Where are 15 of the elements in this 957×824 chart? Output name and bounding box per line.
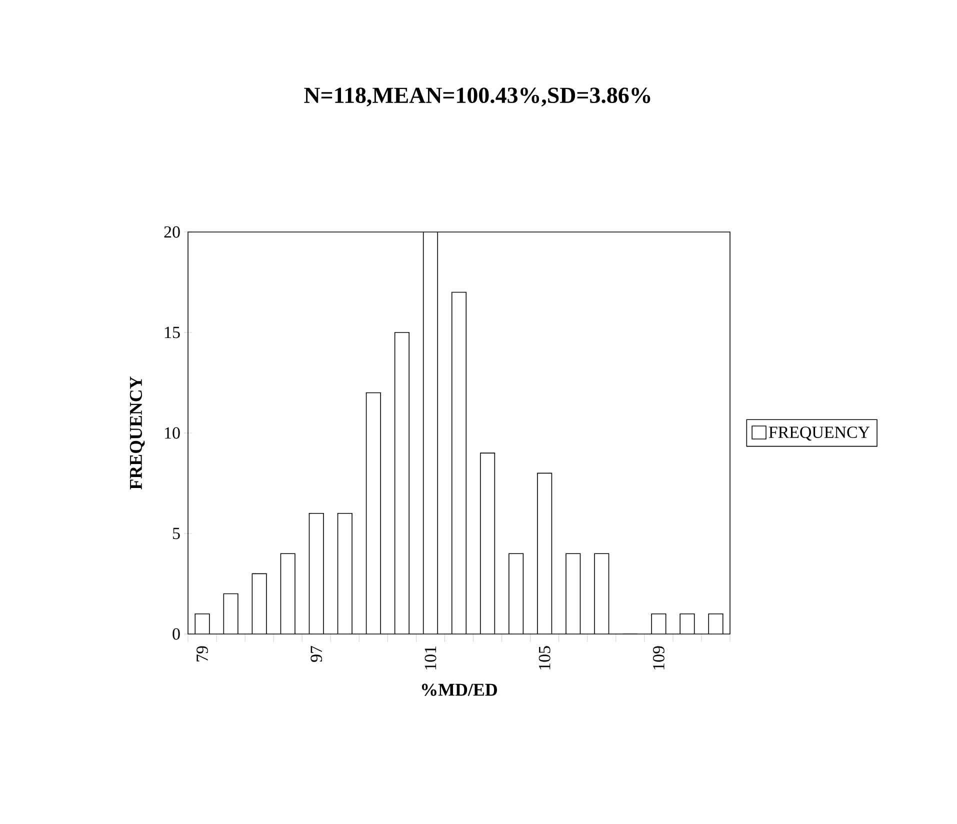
y-tick-label: 0 <box>172 628 180 640</box>
x-tick-label: 109 <box>652 646 664 670</box>
x-tick-label: 105 <box>538 646 550 670</box>
y-tick-label: 5 <box>173 528 180 540</box>
bar <box>422 232 438 634</box>
chart-title: N=118,MEAN=100.43%,SD=3.86% <box>304 88 650 106</box>
x-tick-label: 101 <box>424 646 436 670</box>
x-tick-label: 79 <box>196 646 208 662</box>
x-tick-label: 97 <box>310 646 322 662</box>
text: FREQUENCY <box>768 426 870 441</box>
y-tick-label: 15 <box>165 326 180 338</box>
y-tick-label: 20 <box>164 226 180 238</box>
y-axis-title: FREQUENCY <box>130 376 145 490</box>
x-axis-title: %MD/ED <box>422 684 497 696</box>
y-tick-label: 10 <box>165 427 180 439</box>
